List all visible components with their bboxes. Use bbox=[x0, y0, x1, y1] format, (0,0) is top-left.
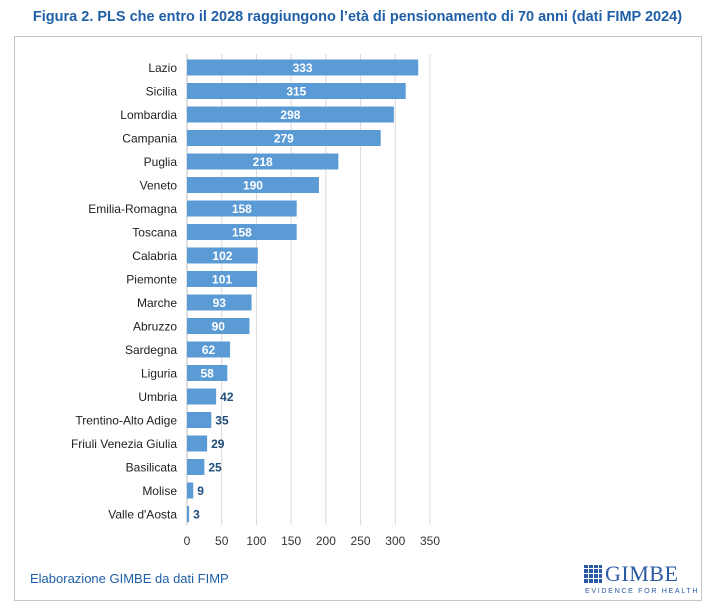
logo-wordmark: GIMBE bbox=[605, 561, 679, 586]
category-label: Marche bbox=[137, 296, 177, 310]
bar bbox=[187, 153, 339, 170]
category-label: Veneto bbox=[140, 179, 178, 193]
data-label: 333 bbox=[293, 61, 313, 75]
bar bbox=[187, 271, 258, 287]
category-label: Abruzzo bbox=[133, 320, 177, 334]
bar bbox=[187, 224, 297, 240]
chart-title: Figura 2. PLS che entro il 2028 raggiung… bbox=[32, 9, 683, 25]
x-tick-label: 100 bbox=[246, 534, 266, 548]
bar bbox=[187, 341, 231, 358]
category-label: Puglia bbox=[144, 155, 178, 169]
category-label: Calabria bbox=[132, 249, 177, 263]
data-label: 158 bbox=[232, 202, 252, 216]
bar bbox=[187, 506, 190, 522]
category-label: Sicilia bbox=[146, 85, 178, 99]
bar bbox=[187, 177, 319, 193]
category-label: Piemonte bbox=[126, 273, 177, 287]
data-label: 29 bbox=[211, 437, 225, 451]
data-label: 35 bbox=[215, 414, 229, 428]
data-label: 9 bbox=[197, 484, 204, 498]
category-label: Toscana bbox=[132, 226, 177, 240]
bar bbox=[187, 482, 194, 499]
data-label: 158 bbox=[232, 226, 252, 240]
bar bbox=[187, 318, 250, 334]
category-label: Trentino-Alto Adige bbox=[75, 414, 177, 428]
source-note: Elaborazione GIMBE da dati FIMP bbox=[30, 571, 229, 586]
chart-frame: 0 50 100 150 200 250 300 350 Lazio 333 Sicilia 315 L… bbox=[14, 36, 702, 601]
bar bbox=[187, 247, 258, 264]
category-label: Basilicata bbox=[126, 461, 178, 475]
data-label: 93 bbox=[213, 296, 227, 310]
bar bbox=[187, 365, 228, 381]
data-label: 90 bbox=[212, 320, 226, 334]
bar bbox=[187, 435, 208, 452]
x-tick-label: 300 bbox=[385, 534, 405, 548]
category-label: Liguria bbox=[141, 367, 177, 381]
x-tick-label: 200 bbox=[316, 534, 336, 548]
data-label: 218 bbox=[253, 155, 273, 169]
category-label: Sardegna bbox=[125, 343, 177, 357]
logo-grid-icon bbox=[584, 565, 602, 583]
data-label: 279 bbox=[274, 132, 294, 146]
category-label: Emilia-Romagna bbox=[88, 202, 177, 216]
bar bbox=[187, 130, 381, 146]
category-label: Valle d'Aosta bbox=[108, 508, 177, 522]
data-label: 190 bbox=[243, 179, 263, 193]
x-tick-label: 50 bbox=[215, 534, 229, 548]
x-tick-label: 150 bbox=[281, 534, 301, 548]
bar bbox=[187, 59, 419, 76]
category-label: Campania bbox=[122, 132, 177, 146]
bar-chart: 0 50 100 150 200 250 300 350 Lazio 333 Sicilia 315 L… bbox=[71, 54, 440, 548]
category-label: Lazio bbox=[148, 61, 177, 75]
bar bbox=[187, 106, 394, 123]
data-label: 58 bbox=[200, 367, 214, 381]
category-label: Friuli Venezia Giulia bbox=[71, 437, 177, 451]
data-label: 25 bbox=[208, 461, 222, 475]
data-label: 3 bbox=[193, 508, 200, 522]
category-label: Lombardia bbox=[120, 108, 177, 122]
data-label: 101 bbox=[212, 273, 232, 287]
data-label: 315 bbox=[286, 85, 306, 99]
logo-tagline: EVIDENCE FOR HEALTH bbox=[585, 586, 700, 595]
category-label: Molise bbox=[142, 484, 177, 498]
x-tick-label: 350 bbox=[420, 534, 440, 548]
bar bbox=[187, 294, 252, 311]
bar bbox=[187, 412, 212, 428]
data-label: 62 bbox=[202, 343, 216, 357]
bar bbox=[187, 83, 406, 99]
bar bbox=[187, 459, 205, 475]
data-label: 42 bbox=[220, 390, 234, 404]
data-label: 102 bbox=[212, 249, 232, 263]
bar bbox=[187, 200, 297, 217]
x-tick-label: 0 bbox=[184, 534, 191, 548]
bar bbox=[187, 388, 217, 405]
category-label: Umbria bbox=[138, 390, 177, 404]
data-label: 298 bbox=[280, 108, 300, 122]
x-tick-label: 250 bbox=[351, 534, 371, 548]
gimbe-logo: GIMBE EVIDENCE FOR HEALTH bbox=[584, 561, 698, 597]
